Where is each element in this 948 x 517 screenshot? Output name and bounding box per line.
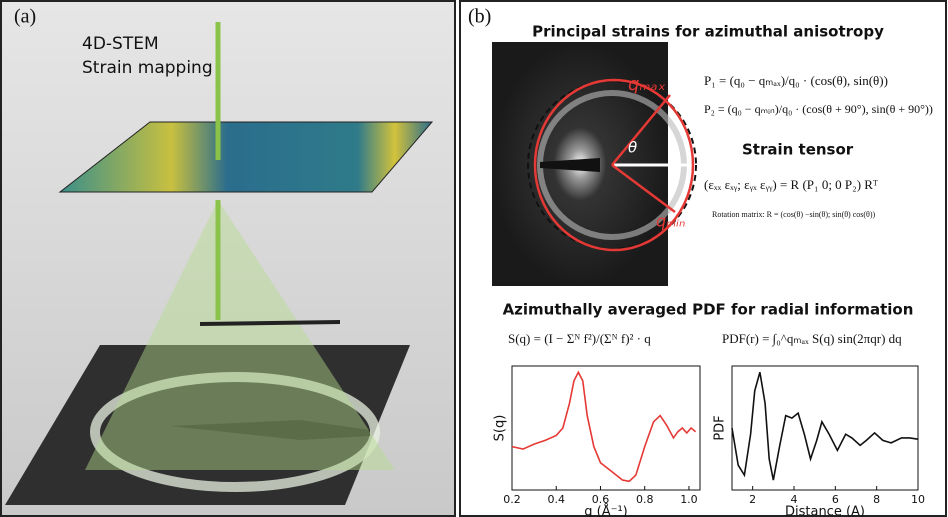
label-q0: q₀: [696, 157, 715, 178]
y-axis-label: PDF: [713, 415, 728, 440]
panel-label: (a): [14, 6, 36, 28]
label-qmin: qₘᵢₙ: [656, 212, 685, 231]
x-axis-label: Distance (A): [785, 505, 865, 517]
equation: PDF(r) = ∫₀^qₘₐₓ S(q) sin(2πqr) dq: [722, 331, 902, 347]
heading: Strain tensor: [742, 141, 854, 159]
heading: Azimuthally averaged PDF for radial info…: [503, 301, 914, 319]
panel-label: (b): [468, 6, 491, 28]
heading: Principal strains for azimuthal anisotro…: [532, 23, 884, 41]
equation: Rotation matrix: R = (cos(θ) −sin(θ); si…: [712, 210, 876, 219]
label-theta: θ: [628, 139, 637, 157]
equation: P₁ = (q₀ − qₘₐₓ)/q₀ · (cos(θ), sin(θ)): [704, 73, 888, 88]
equation: S(q) = (I − Σᴺ f²)/(Σᴺ f)² · q: [508, 331, 651, 346]
panel-title: 4D-STEM: [82, 34, 159, 54]
x-tick-label: 0.4: [547, 493, 565, 506]
x-tick-label: 0.2: [503, 493, 521, 506]
y-axis-label: S(q): [493, 415, 508, 442]
x-tick-label: 0.8: [636, 493, 654, 506]
x-tick-label: 10: [911, 493, 925, 506]
panel-title: Strain mapping: [82, 58, 213, 78]
x-tick-label: 2: [749, 493, 756, 506]
equation: P₂ = (q₀ − qₘᵢₙ)/q₀ · (cos(θ + 90°), sin…: [704, 102, 933, 116]
x-tick-label: 8: [873, 493, 880, 506]
x-axis-label: q (Å⁻¹): [584, 504, 628, 517]
equation: (εₓₓ εₓᵧ; εᵧₓ εᵧᵧ) = R (P₁ 0; 0 P₂) Rᵀ: [704, 177, 878, 193]
figure: (a) 4D-STEM Strain mapping (b) Principal…: [0, 0, 948, 517]
x-tick-label: 1.0: [680, 493, 698, 506]
label-qmax: qₘₐₓ: [628, 74, 666, 95]
